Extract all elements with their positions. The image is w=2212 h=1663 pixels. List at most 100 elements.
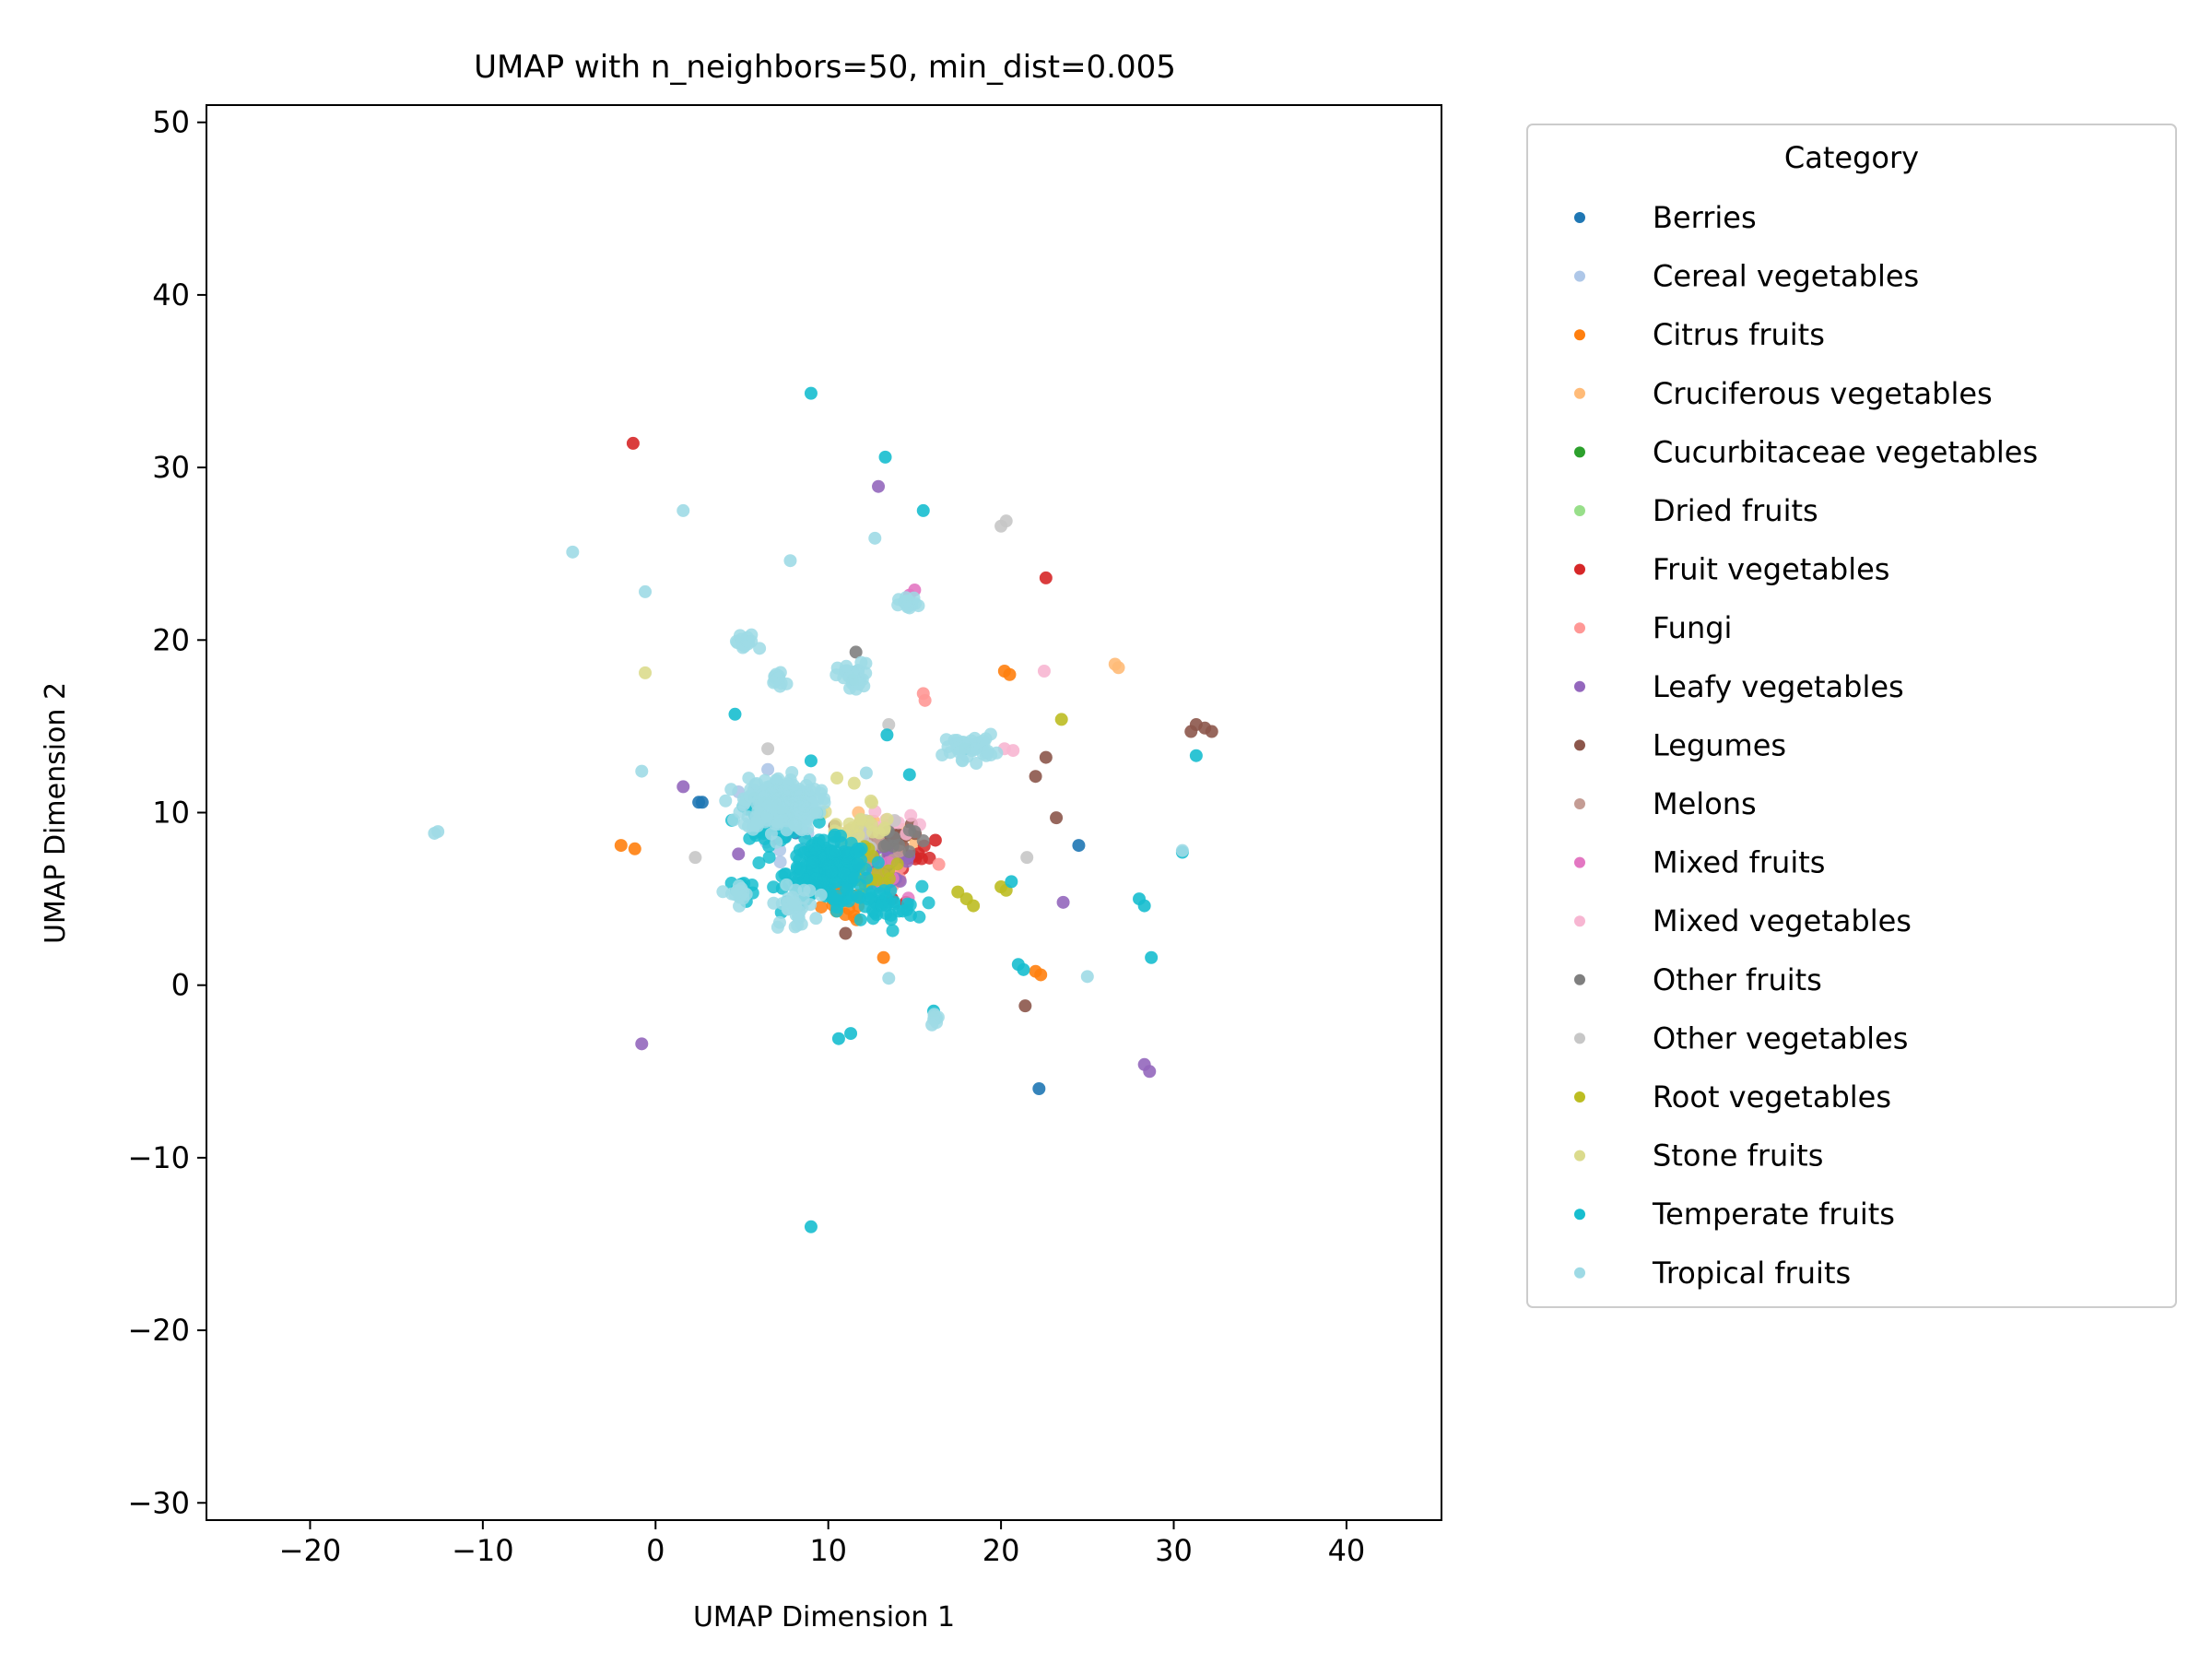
data-point: [830, 904, 843, 918]
data-point: [853, 812, 867, 826]
data-point: [853, 677, 866, 690]
x-axis-label: UMAP Dimension 1: [693, 1601, 955, 1634]
data-point: [834, 829, 848, 843]
data-point: [794, 861, 807, 875]
data-point: [431, 825, 445, 839]
data-point: [773, 855, 787, 869]
data-point: [882, 864, 896, 878]
legend-items: Berries Cereal vegetables Citrus fruits Cru…: [1574, 200, 2038, 1291]
legend-label: Fungi: [1653, 610, 1732, 645]
data-point: [1032, 1082, 1046, 1096]
legend-marker: [1574, 563, 1585, 575]
data-point: [1143, 1065, 1157, 1079]
data-point: [902, 845, 916, 859]
data-point: [981, 744, 994, 758]
data-point: [815, 784, 829, 797]
legend-label: Temperate fruits: [1652, 1197, 1895, 1232]
data-point: [804, 754, 818, 768]
data-point: [771, 818, 784, 832]
data-point: [849, 645, 863, 659]
data-point: [838, 844, 852, 858]
data-point: [803, 884, 817, 898]
data-point: [837, 867, 851, 880]
data-point: [743, 789, 757, 803]
data-point: [1003, 667, 1017, 681]
legend-label: Cereal vegetables: [1653, 259, 1919, 294]
legend-marker: [1574, 622, 1585, 634]
data-point: [891, 838, 905, 852]
data-point: [865, 796, 878, 809]
legend-label: Cucurbitaceae vegetables: [1653, 434, 2038, 469]
x-tick-label: −10: [452, 1533, 514, 1568]
data-point: [900, 855, 914, 868]
y-axis-label: UMAP Dimension 2: [40, 682, 72, 944]
legend-marker: [1574, 387, 1585, 399]
data-point: [783, 554, 797, 568]
data-point: [815, 900, 829, 914]
y-tick-label: −30: [127, 1485, 190, 1520]
data-point: [878, 450, 892, 464]
data-point: [771, 920, 784, 934]
data-point: [770, 773, 783, 787]
legend-marker: [1574, 1032, 1585, 1044]
data-point: [951, 885, 965, 899]
x-tick-label: 20: [982, 1533, 1020, 1568]
data-point: [814, 888, 828, 902]
data-point: [1050, 811, 1064, 825]
data-point: [639, 666, 653, 679]
data-point: [804, 386, 818, 400]
data-point: [939, 733, 953, 747]
y-tick-label: 20: [152, 622, 190, 657]
data-point: [614, 839, 628, 853]
data-point: [809, 912, 823, 926]
legend-marker: [1574, 915, 1585, 927]
data-point: [877, 950, 890, 964]
data-point: [861, 892, 875, 906]
y-tick-label: −10: [127, 1140, 190, 1175]
data-point: [848, 871, 862, 885]
data-point: [904, 808, 918, 822]
data-point: [845, 889, 859, 902]
data-point: [808, 843, 822, 856]
data-point: [635, 764, 649, 778]
data-point: [1072, 839, 1086, 853]
data-point: [809, 872, 823, 886]
data-point: [786, 895, 800, 909]
data-point: [639, 584, 653, 598]
data-point: [916, 503, 930, 517]
data-point: [859, 766, 873, 780]
data-point: [902, 768, 916, 782]
data-point: [829, 844, 842, 858]
data-point: [788, 819, 802, 832]
data-point: [742, 635, 756, 649]
data-point: [880, 728, 894, 742]
y-tick-label: 0: [171, 968, 190, 1003]
x-tick-label: 40: [1328, 1533, 1366, 1568]
legend-marker: [1574, 1267, 1585, 1279]
legend-marker: [1574, 973, 1585, 985]
legend-label: Fruit vegetables: [1653, 552, 1889, 587]
data-point: [854, 655, 868, 669]
legend-marker: [1574, 212, 1585, 223]
data-point: [922, 896, 935, 910]
legend-title: Category: [1784, 140, 1919, 175]
data-point: [847, 776, 861, 790]
data-point: [799, 778, 813, 792]
data-point: [765, 800, 779, 814]
legend-label: Tropical fruits: [1652, 1256, 1851, 1291]
data-point: [1080, 970, 1094, 984]
data-point: [798, 873, 812, 887]
data-point: [1056, 895, 1070, 909]
data-point: [635, 1037, 649, 1051]
data-point: [916, 834, 930, 848]
data-point: [865, 818, 878, 832]
data-point: [767, 676, 781, 690]
data-point: [884, 913, 898, 926]
data-point: [970, 757, 983, 771]
data-point: [804, 898, 818, 912]
data-point: [785, 765, 799, 779]
data-point: [825, 865, 839, 879]
data-point: [915, 879, 929, 893]
data-point: [761, 762, 775, 776]
data-point: [695, 796, 709, 809]
